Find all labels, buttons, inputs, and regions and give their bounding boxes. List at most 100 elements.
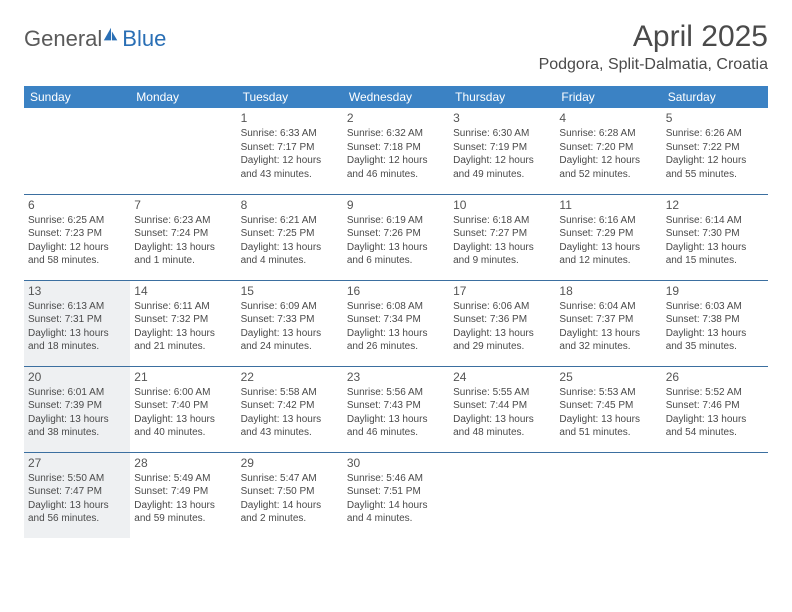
sunset-text: Sunset: 7:22 PM <box>666 141 764 155</box>
sunset-text: Sunset: 7:30 PM <box>666 227 764 241</box>
daylight-text: Daylight: 12 hours and 43 minutes. <box>241 154 339 181</box>
calendar-day-cell: 14Sunrise: 6:11 AMSunset: 7:32 PMDayligh… <box>130 280 236 366</box>
day-number: 28 <box>134 455 232 471</box>
calendar-day-cell: 6Sunrise: 6:25 AMSunset: 7:23 PMDaylight… <box>24 194 130 280</box>
sunset-text: Sunset: 7:25 PM <box>241 227 339 241</box>
sunrise-text: Sunrise: 6:30 AM <box>453 127 551 141</box>
sunrise-text: Sunrise: 6:18 AM <box>453 214 551 228</box>
daylight-text: Daylight: 13 hours and 43 minutes. <box>241 413 339 440</box>
sunset-text: Sunset: 7:26 PM <box>347 227 445 241</box>
sunrise-text: Sunrise: 6:01 AM <box>28 386 126 400</box>
calendar-day-cell: 10Sunrise: 6:18 AMSunset: 7:27 PMDayligh… <box>449 194 555 280</box>
weekday-header: Sunday <box>24 86 130 108</box>
calendar-day-cell: 22Sunrise: 5:58 AMSunset: 7:42 PMDayligh… <box>237 366 343 452</box>
calendar-empty-cell <box>24 108 130 194</box>
logo-blue: Blue <box>122 26 166 52</box>
day-number: 15 <box>241 283 339 299</box>
calendar-day-cell: 16Sunrise: 6:08 AMSunset: 7:34 PMDayligh… <box>343 280 449 366</box>
daylight-text: Daylight: 13 hours and 46 minutes. <box>347 413 445 440</box>
sunrise-text: Sunrise: 6:11 AM <box>134 300 232 314</box>
sunrise-text: Sunrise: 5:50 AM <box>28 472 126 486</box>
day-number: 2 <box>347 110 445 126</box>
sunset-text: Sunset: 7:37 PM <box>559 313 657 327</box>
sunrise-text: Sunrise: 6:13 AM <box>28 300 126 314</box>
day-number: 8 <box>241 197 339 213</box>
sunset-text: Sunset: 7:43 PM <box>347 399 445 413</box>
sunrise-text: Sunrise: 5:53 AM <box>559 386 657 400</box>
day-number: 30 <box>347 455 445 471</box>
sunrise-text: Sunrise: 6:33 AM <box>241 127 339 141</box>
daylight-text: Daylight: 12 hours and 49 minutes. <box>453 154 551 181</box>
day-number: 20 <box>28 369 126 385</box>
sunset-text: Sunset: 7:51 PM <box>347 485 445 499</box>
logo-general: General <box>24 26 102 52</box>
calendar-day-cell: 9Sunrise: 6:19 AMSunset: 7:26 PMDaylight… <box>343 194 449 280</box>
calendar-empty-cell <box>662 452 768 538</box>
day-number: 7 <box>134 197 232 213</box>
weekday-header-row: SundayMondayTuesdayWednesdayThursdayFrid… <box>24 86 768 108</box>
sunset-text: Sunset: 7:24 PM <box>134 227 232 241</box>
daylight-text: Daylight: 13 hours and 4 minutes. <box>241 241 339 268</box>
sunset-text: Sunset: 7:50 PM <box>241 485 339 499</box>
sunset-text: Sunset: 7:18 PM <box>347 141 445 155</box>
sunset-text: Sunset: 7:19 PM <box>453 141 551 155</box>
logo: General Blue <box>24 26 166 52</box>
sunrise-text: Sunrise: 5:58 AM <box>241 386 339 400</box>
calendar-day-cell: 3Sunrise: 6:30 AMSunset: 7:19 PMDaylight… <box>449 108 555 194</box>
daylight-text: Daylight: 13 hours and 15 minutes. <box>666 241 764 268</box>
calendar-week-row: 6Sunrise: 6:25 AMSunset: 7:23 PMDaylight… <box>24 194 768 280</box>
calendar-day-cell: 26Sunrise: 5:52 AMSunset: 7:46 PMDayligh… <box>662 366 768 452</box>
header: General Blue April 2025 Podgora, Split-D… <box>24 20 768 74</box>
sunset-text: Sunset: 7:36 PM <box>453 313 551 327</box>
sunrise-text: Sunrise: 6:04 AM <box>559 300 657 314</box>
calendar-day-cell: 24Sunrise: 5:55 AMSunset: 7:44 PMDayligh… <box>449 366 555 452</box>
daylight-text: Daylight: 12 hours and 52 minutes. <box>559 154 657 181</box>
calendar-day-cell: 15Sunrise: 6:09 AMSunset: 7:33 PMDayligh… <box>237 280 343 366</box>
sunrise-text: Sunrise: 6:23 AM <box>134 214 232 228</box>
sunrise-text: Sunrise: 6:25 AM <box>28 214 126 228</box>
day-number: 3 <box>453 110 551 126</box>
calendar-empty-cell <box>130 108 236 194</box>
calendar-week-row: 20Sunrise: 6:01 AMSunset: 7:39 PMDayligh… <box>24 366 768 452</box>
sunrise-text: Sunrise: 5:49 AM <box>134 472 232 486</box>
calendar-body: 1Sunrise: 6:33 AMSunset: 7:17 PMDaylight… <box>24 108 768 538</box>
calendar-day-cell: 19Sunrise: 6:03 AMSunset: 7:38 PMDayligh… <box>662 280 768 366</box>
calendar-day-cell: 11Sunrise: 6:16 AMSunset: 7:29 PMDayligh… <box>555 194 661 280</box>
calendar-day-cell: 13Sunrise: 6:13 AMSunset: 7:31 PMDayligh… <box>24 280 130 366</box>
day-number: 25 <box>559 369 657 385</box>
sunset-text: Sunset: 7:27 PM <box>453 227 551 241</box>
calendar-day-cell: 4Sunrise: 6:28 AMSunset: 7:20 PMDaylight… <box>555 108 661 194</box>
sunrise-text: Sunrise: 6:06 AM <box>453 300 551 314</box>
day-number: 21 <box>134 369 232 385</box>
sunset-text: Sunset: 7:39 PM <box>28 399 126 413</box>
calendar-week-row: 13Sunrise: 6:13 AMSunset: 7:31 PMDayligh… <box>24 280 768 366</box>
sunset-text: Sunset: 7:17 PM <box>241 141 339 155</box>
daylight-text: Daylight: 13 hours and 40 minutes. <box>134 413 232 440</box>
sunrise-text: Sunrise: 5:55 AM <box>453 386 551 400</box>
daylight-text: Daylight: 13 hours and 38 minutes. <box>28 413 126 440</box>
logo-sail-icon <box>102 26 120 44</box>
sunset-text: Sunset: 7:38 PM <box>666 313 764 327</box>
sunset-text: Sunset: 7:20 PM <box>559 141 657 155</box>
daylight-text: Daylight: 13 hours and 48 minutes. <box>453 413 551 440</box>
calendar-day-cell: 27Sunrise: 5:50 AMSunset: 7:47 PMDayligh… <box>24 452 130 538</box>
day-number: 17 <box>453 283 551 299</box>
daylight-text: Daylight: 13 hours and 32 minutes. <box>559 327 657 354</box>
day-number: 5 <box>666 110 764 126</box>
sunset-text: Sunset: 7:29 PM <box>559 227 657 241</box>
day-number: 9 <box>347 197 445 213</box>
calendar-day-cell: 12Sunrise: 6:14 AMSunset: 7:30 PMDayligh… <box>662 194 768 280</box>
calendar-day-cell: 23Sunrise: 5:56 AMSunset: 7:43 PMDayligh… <box>343 366 449 452</box>
daylight-text: Daylight: 13 hours and 35 minutes. <box>666 327 764 354</box>
calendar-day-cell: 2Sunrise: 6:32 AMSunset: 7:18 PMDaylight… <box>343 108 449 194</box>
daylight-text: Daylight: 13 hours and 1 minute. <box>134 241 232 268</box>
sunrise-text: Sunrise: 5:47 AM <box>241 472 339 486</box>
calendar-day-cell: 20Sunrise: 6:01 AMSunset: 7:39 PMDayligh… <box>24 366 130 452</box>
calendar-day-cell: 7Sunrise: 6:23 AMSunset: 7:24 PMDaylight… <box>130 194 236 280</box>
daylight-text: Daylight: 13 hours and 6 minutes. <box>347 241 445 268</box>
daylight-text: Daylight: 13 hours and 18 minutes. <box>28 327 126 354</box>
day-number: 26 <box>666 369 764 385</box>
calendar-day-cell: 18Sunrise: 6:04 AMSunset: 7:37 PMDayligh… <box>555 280 661 366</box>
sunrise-text: Sunrise: 6:28 AM <box>559 127 657 141</box>
location: Podgora, Split-Dalmatia, Croatia <box>539 56 768 74</box>
